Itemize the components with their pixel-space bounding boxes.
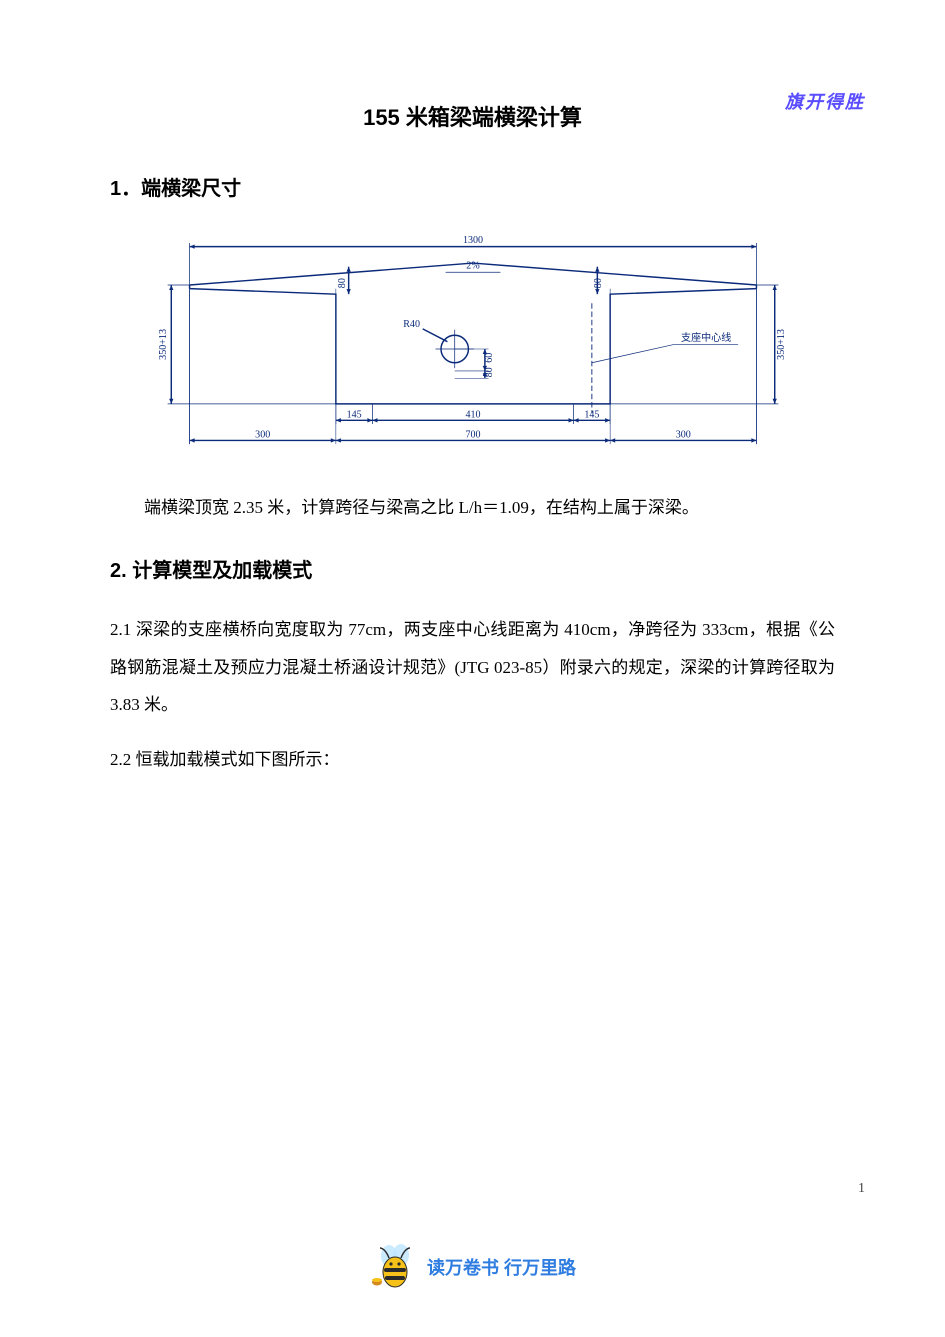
svg-text:80: 80 bbox=[484, 367, 495, 377]
svg-text:80: 80 bbox=[337, 278, 348, 288]
svg-text:支座中心线: 支座中心线 bbox=[681, 331, 731, 344]
bee-icon bbox=[369, 1242, 419, 1292]
svg-text:300: 300 bbox=[675, 430, 690, 441]
svg-text:2%: 2% bbox=[466, 261, 480, 272]
section1-caption: 端横梁顶宽 2.35 米，计算跨径与梁高之比 L/h＝1.09，在结构上属于深梁… bbox=[110, 489, 835, 526]
section2-p1: 2.1 深梁的支座横桥向宽度取为 77cm，两支座中心线距离为 410cm，净跨… bbox=[110, 611, 835, 723]
svg-text:145: 145 bbox=[584, 410, 599, 421]
svg-text:R40: R40 bbox=[403, 319, 420, 330]
header-watermark: 旗开得胜 bbox=[785, 88, 865, 114]
document-page: 旗开得胜 155 米箱梁端横梁计算 1．端横梁尺寸 R40 支座中心线 1300 2%… bbox=[0, 0, 945, 835]
svg-text:700: 700 bbox=[465, 430, 480, 441]
svg-text:1300: 1300 bbox=[462, 235, 482, 246]
svg-text:80: 80 bbox=[593, 278, 604, 288]
section2-heading: 2. 计算模型及加载模式 bbox=[110, 554, 835, 583]
section1-heading: 1．端横梁尺寸 bbox=[110, 172, 835, 201]
svg-text:145: 145 bbox=[346, 410, 361, 421]
cross-section-diagram: R40 支座中心线 1300 2% 80 80 350+13 350+13 60 80 145 410… bbox=[110, 229, 835, 469]
section2-p2: 2.2 恒载加载模式如下图所示： bbox=[110, 741, 835, 778]
diagram-svg: R40 支座中心线 1300 2% 80 80 350+13 350+13 60 80 145 410… bbox=[153, 229, 793, 469]
footer-text: 读万卷书 行万里路 bbox=[427, 1254, 576, 1280]
svg-text:350+13: 350+13 bbox=[775, 329, 786, 360]
page-number: 1 bbox=[858, 1181, 865, 1197]
doc-title: 155 米箱梁端横梁计算 bbox=[110, 100, 835, 132]
svg-text:350+13: 350+13 bbox=[157, 329, 168, 360]
footer: 读万卷书 行万里路 bbox=[0, 1242, 945, 1297]
svg-text:410: 410 bbox=[465, 410, 480, 421]
svg-text:60: 60 bbox=[484, 353, 495, 363]
svg-text:300: 300 bbox=[255, 430, 270, 441]
